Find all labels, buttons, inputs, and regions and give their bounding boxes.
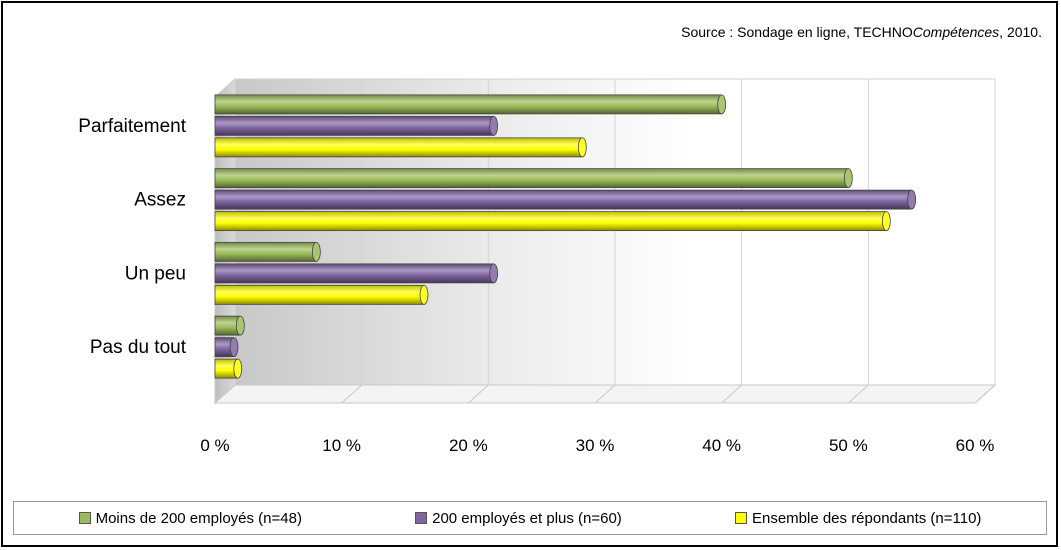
x-tick-label: 60 % xyxy=(956,436,995,455)
legend-swatch xyxy=(415,512,428,524)
legend: Moins de 200 employés (n=48) 200 employés… xyxy=(13,501,1047,535)
legend-item: Ensemble des répondants (n=110) xyxy=(734,509,982,527)
legend-item: Moins de 200 employés (n=48) xyxy=(78,509,302,527)
bar-cap xyxy=(235,315,245,336)
x-tick-label: 10 % xyxy=(322,436,361,455)
bar-body xyxy=(214,115,495,136)
category-labels: Parfaitement Assez Un peu Pas du tout xyxy=(78,116,186,358)
legend-label: 200 employés et plus (n=60) xyxy=(432,509,622,527)
bar xyxy=(214,94,727,115)
source-note: Source : Sondage en ligne, TECHNOCompéte… xyxy=(681,24,1042,40)
bar-body xyxy=(214,189,913,210)
bar-cap xyxy=(419,284,429,305)
bar-chart: Parfaitement Assez Un peu Pas du tout 0 % 10… xyxy=(78,77,997,455)
bar xyxy=(214,263,499,284)
bar-cap xyxy=(881,211,891,232)
bar-cap xyxy=(489,263,499,284)
bar-body xyxy=(214,284,425,305)
floor-gridline xyxy=(847,384,869,404)
legend-swatch xyxy=(734,512,747,524)
bar-cap xyxy=(229,337,239,358)
bar-cap xyxy=(717,94,727,115)
legend-label: Moins de 200 employés (n=48) xyxy=(95,509,302,527)
bar xyxy=(214,168,853,189)
x-tick-label: 50 % xyxy=(829,436,868,455)
bar-body xyxy=(214,137,583,158)
bar-body xyxy=(214,263,495,284)
floor-gridline xyxy=(467,384,489,404)
bar xyxy=(214,137,587,158)
bar xyxy=(214,115,499,136)
source-prefix: Source : Sondage en ligne, TECHNO xyxy=(681,24,913,40)
bar-cap xyxy=(233,358,243,379)
x-tick-label: 20 % xyxy=(449,436,488,455)
bar-body xyxy=(214,211,887,232)
floor-gridline xyxy=(341,384,363,404)
bar-cap xyxy=(311,241,321,262)
bar-cap xyxy=(577,137,587,158)
bar-body xyxy=(214,241,317,262)
floor-gridline xyxy=(974,384,996,404)
source-italic: Compétences xyxy=(912,24,1000,40)
x-tick-label: 0 % xyxy=(200,436,229,455)
floor-gridline xyxy=(721,384,743,404)
legend-label: Ensemble des répondants (n=110) xyxy=(751,509,982,527)
bar-cap xyxy=(907,189,917,210)
bar xyxy=(214,337,239,358)
bar xyxy=(214,241,321,262)
bar-body xyxy=(214,168,849,189)
bar xyxy=(214,189,917,210)
bar xyxy=(214,284,429,305)
category-label: Pas du tout xyxy=(90,337,187,358)
x-tick-labels: 0 % 10 % 20 % 30 % 40 % 50 % 60 % xyxy=(200,436,994,455)
x-tick-label: 30 % xyxy=(576,436,615,455)
source-suffix: , 2010. xyxy=(999,24,1042,40)
bar xyxy=(214,211,891,232)
bar-cap xyxy=(843,168,853,189)
x-tick-label: 40 % xyxy=(702,436,741,455)
floor-gridline xyxy=(214,384,236,404)
legend-item: 200 employés et plus (n=60) xyxy=(415,510,622,527)
category-label: Parfaitement xyxy=(78,116,186,137)
category-label: Assez xyxy=(134,190,186,211)
bar xyxy=(214,358,243,379)
bar xyxy=(214,315,245,336)
bar-cap xyxy=(489,115,499,136)
bars xyxy=(214,94,917,379)
floor-gridline xyxy=(594,384,616,404)
category-label: Un peu xyxy=(125,263,186,284)
legend-swatch xyxy=(78,512,91,524)
bar-body xyxy=(214,94,723,115)
